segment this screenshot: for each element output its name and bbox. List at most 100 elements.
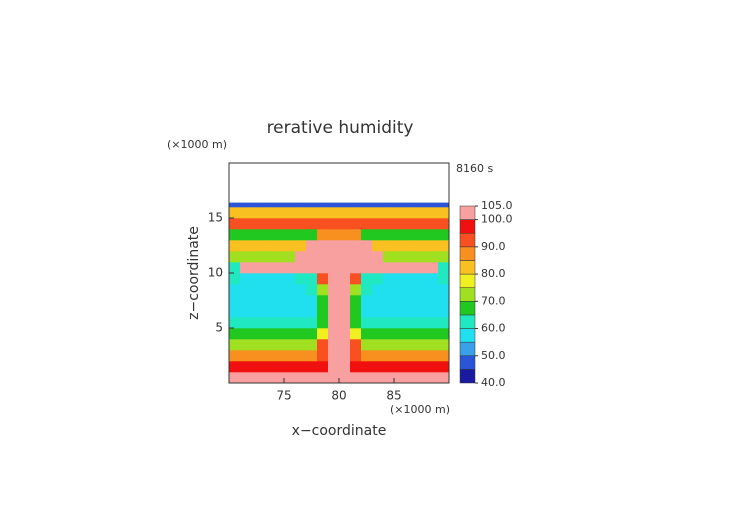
contour-cell: [306, 262, 318, 274]
x-tick-label: 75: [276, 389, 291, 403]
contour-cell: [361, 273, 373, 285]
contour-cell: [383, 284, 395, 296]
contour-cell: [306, 372, 318, 384]
contour-cell: [284, 273, 296, 285]
contour-cell: [416, 295, 428, 307]
contour-cell: [350, 284, 362, 296]
contour-cell: [284, 229, 296, 241]
contour-cell: [306, 207, 318, 219]
contour-cell: [427, 262, 439, 274]
contour-cell: [350, 328, 362, 340]
contour-cell: [394, 350, 406, 362]
contour-cell: [240, 251, 252, 263]
contour-cell: [383, 372, 395, 384]
contour-cell: [350, 207, 362, 219]
contour-cell: [416, 218, 428, 230]
contour-cell: [240, 306, 252, 318]
contour-cell: [361, 317, 373, 329]
contour-cell: [251, 306, 263, 318]
contour-cell: [361, 262, 373, 274]
contour-cell: [427, 339, 439, 351]
y-tick-label: 5: [215, 321, 223, 335]
contour-cell: [306, 361, 318, 373]
contour-cell: [306, 229, 318, 241]
contour-cell: [405, 372, 417, 384]
contour-cell: [284, 328, 296, 340]
contour-cell: [361, 339, 373, 351]
contour-cell: [328, 202, 340, 208]
colorbar-segment: [459, 287, 476, 302]
contour-cell: [295, 350, 307, 362]
contour-cell: [273, 284, 285, 296]
contour-cell: [317, 262, 329, 274]
contour-cell: [262, 229, 274, 241]
contour-cell: [262, 350, 274, 362]
colorbar-segment: [459, 246, 476, 261]
contour-cell: [328, 251, 340, 263]
contour-cell: [229, 295, 241, 307]
y-axis-label: z−coordinate: [186, 226, 202, 320]
contour-cell: [416, 328, 428, 340]
contour-cell: [229, 207, 241, 219]
contour-cell: [350, 240, 362, 252]
contour-cell: [251, 262, 263, 274]
contour-cell: [262, 207, 274, 219]
contour-cell: [438, 306, 450, 318]
contour-cell: [251, 202, 263, 208]
contour-cell: [339, 207, 351, 219]
colorbar-label: 60.0: [481, 322, 506, 335]
contour-cell: [438, 273, 450, 285]
contour-cell: [438, 251, 450, 263]
contour-cell: [416, 202, 428, 208]
contour-cell: [350, 295, 362, 307]
contour-cell: [229, 202, 241, 208]
contour-cell: [416, 339, 428, 351]
contour-cell: [328, 295, 340, 307]
contour-cell: [262, 218, 274, 230]
time-label: 8160 s: [456, 162, 493, 175]
contour-cell: [273, 202, 285, 208]
contour-cell: [394, 372, 406, 384]
contour-cell: [273, 218, 285, 230]
contour-cell: [317, 273, 329, 285]
contour-cell: [438, 339, 450, 351]
contour-cell: [240, 339, 252, 351]
contour-cell: [361, 218, 373, 230]
contour-cell: [306, 339, 318, 351]
contour-cell: [427, 240, 439, 252]
contour-cell: [295, 328, 307, 340]
contour-cell: [284, 295, 296, 307]
contour-cell: [416, 273, 428, 285]
contour-cell: [273, 240, 285, 252]
contour-cell: [273, 229, 285, 241]
contour-cell: [427, 317, 439, 329]
contour-cell: [229, 218, 241, 230]
contour-cell: [394, 262, 406, 274]
contour-cell: [240, 372, 252, 384]
x-tick-label: 80: [331, 389, 346, 403]
contour-cell: [295, 273, 307, 285]
contour-cell: [350, 262, 362, 274]
contour-cell: [251, 240, 263, 252]
contour-cell: [284, 350, 296, 362]
contour-cell: [405, 306, 417, 318]
contour-cell: [339, 339, 351, 351]
contour-cell: [416, 372, 428, 384]
colorbar-segment: [459, 328, 476, 343]
contour-cell: [427, 218, 439, 230]
contour-cell: [339, 372, 351, 384]
contour-cell: [295, 372, 307, 384]
contour-cell: [372, 262, 384, 274]
contour-cell: [328, 229, 340, 241]
contour-cell: [383, 295, 395, 307]
contour-cell: [416, 262, 428, 274]
contour-cell: [262, 306, 274, 318]
contour-cell: [438, 240, 450, 252]
contour-cell: [416, 350, 428, 362]
contour-cell: [372, 240, 384, 252]
contour-cell: [262, 202, 274, 208]
contour-cell: [361, 361, 373, 373]
contour-cell: [427, 207, 439, 219]
contour-cell: [273, 328, 285, 340]
contour-cell: [383, 273, 395, 285]
